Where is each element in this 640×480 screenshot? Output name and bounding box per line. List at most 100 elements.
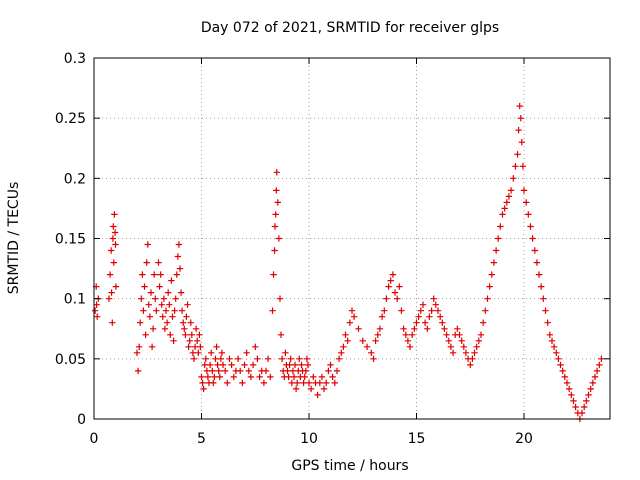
- data-point: [510, 175, 517, 182]
- data-point: [563, 379, 571, 387]
- data-point: [447, 343, 455, 350]
- data-point: [271, 247, 278, 254]
- data-point: [346, 319, 354, 326]
- data-point: [162, 307, 170, 314]
- data-point: [490, 259, 498, 266]
- data-point: [437, 313, 444, 320]
- data-point: [194, 337, 201, 344]
- data-point: [145, 301, 152, 308]
- data-point: [198, 373, 205, 381]
- data-point: [270, 271, 277, 278]
- data-point: [247, 373, 255, 381]
- data-point: [430, 295, 437, 302]
- data-point: [531, 247, 538, 254]
- data-point: [325, 367, 332, 375]
- data-point: [183, 313, 190, 320]
- data-point: [519, 163, 527, 170]
- data-point: [342, 331, 349, 338]
- data-point: [165, 289, 172, 296]
- data-point: [376, 325, 384, 332]
- data-point: [110, 223, 117, 230]
- data-point: [495, 235, 502, 242]
- data-point: [424, 325, 431, 332]
- data-point: [548, 337, 556, 344]
- data-point: [192, 325, 200, 332]
- data-point: [596, 361, 603, 369]
- data-point: [515, 127, 522, 134]
- data-point: [152, 295, 159, 302]
- y-tick-label: 0.25: [55, 111, 86, 127]
- data-point: [149, 325, 157, 332]
- data-point: [181, 325, 188, 332]
- data-point: [208, 349, 215, 356]
- data-point: [439, 319, 446, 326]
- data-point: [296, 355, 303, 362]
- data-point: [177, 289, 185, 296]
- data-point: [245, 367, 252, 375]
- data-point: [271, 223, 279, 230]
- data-point: [348, 307, 356, 314]
- data-point: [316, 379, 323, 387]
- data-point: [486, 283, 493, 290]
- data-point: [581, 403, 588, 411]
- data-points: [91, 102, 605, 423]
- data-point: [542, 307, 549, 314]
- data-point: [288, 379, 295, 387]
- data-point: [583, 397, 590, 405]
- data-point: [148, 343, 156, 350]
- data-point: [503, 199, 510, 206]
- data-point: [230, 373, 237, 381]
- data-point: [587, 385, 594, 393]
- data-point: [178, 307, 186, 314]
- data-point: [303, 355, 311, 362]
- data-point: [415, 313, 422, 320]
- data-point: [469, 355, 476, 362]
- data-point: [139, 271, 146, 278]
- data-point: [174, 253, 182, 260]
- data-point: [320, 385, 328, 393]
- data-point: [234, 355, 242, 362]
- data-point: [157, 271, 164, 278]
- data-point: [201, 361, 208, 369]
- data-point: [147, 289, 155, 296]
- data-point: [514, 151, 521, 158]
- data-point: [160, 295, 168, 302]
- data-point: [527, 223, 534, 230]
- data-point: [91, 307, 99, 314]
- data-point: [307, 385, 315, 393]
- data-point: [454, 325, 461, 332]
- data-point: [112, 283, 120, 290]
- data-point: [249, 361, 257, 369]
- y-tick-label: 0.2: [64, 171, 86, 187]
- data-point: [146, 313, 154, 320]
- data-point: [518, 139, 525, 146]
- data-point: [203, 367, 211, 375]
- data-point: [262, 367, 270, 375]
- data-point: [272, 211, 279, 218]
- data-point: [398, 307, 405, 314]
- data-point: [134, 367, 142, 375]
- data-point: [195, 349, 202, 356]
- data-point: [277, 331, 285, 338]
- data-point: [211, 373, 218, 381]
- data-point: [226, 355, 233, 362]
- data-point: [196, 331, 203, 338]
- data-point: [94, 313, 101, 320]
- data-point: [559, 367, 566, 375]
- data-point: [323, 379, 330, 387]
- data-point: [314, 391, 321, 399]
- data-point: [173, 271, 180, 278]
- data-point: [186, 337, 193, 344]
- data-point: [222, 367, 229, 375]
- data-point: [156, 283, 163, 290]
- data-point: [570, 397, 577, 405]
- y-tick-label: 0.15: [55, 232, 86, 248]
- data-point: [291, 361, 299, 369]
- data-point: [305, 379, 313, 387]
- data-point: [441, 325, 448, 332]
- data-point: [163, 319, 171, 326]
- data-point: [212, 355, 219, 362]
- data-point: [109, 235, 117, 242]
- data-point: [108, 247, 115, 254]
- data-point: [578, 409, 586, 417]
